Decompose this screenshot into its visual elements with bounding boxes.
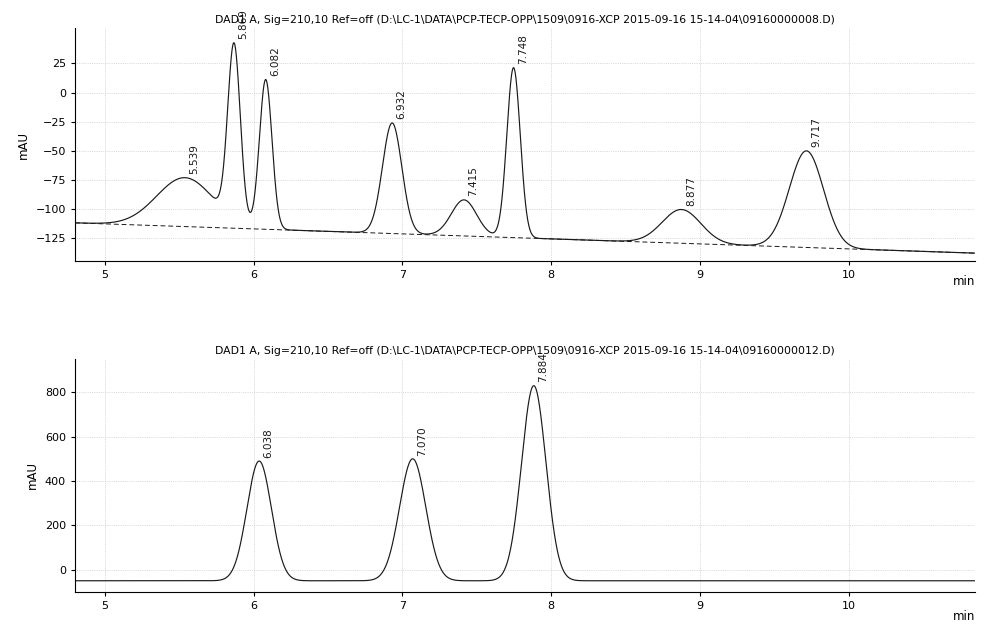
Text: 7.748: 7.748 (518, 34, 528, 64)
Text: 8.877: 8.877 (686, 176, 696, 206)
Y-axis label: mAU: mAU (17, 131, 30, 159)
Text: min: min (953, 610, 975, 624)
Text: 6.932: 6.932 (397, 90, 407, 120)
Y-axis label: mAU: mAU (26, 461, 39, 489)
Title: DAD1 A, Sig=210,10 Ref=off (D:\LC-1\DATA\PCP-TECP-OPP\1509\0916-XCP 2015-09-16 1: DAD1 A, Sig=210,10 Ref=off (D:\LC-1\DATA… (215, 15, 835, 25)
Text: 7.415: 7.415 (468, 166, 478, 196)
Text: 9.717: 9.717 (811, 118, 821, 147)
Title: DAD1 A, Sig=210,10 Ref=off (D:\LC-1\DATA\PCP-TECP-OPP\1509\0916-XCP 2015-09-16 1: DAD1 A, Sig=210,10 Ref=off (D:\LC-1\DATA… (215, 346, 835, 356)
Text: 6.082: 6.082 (270, 46, 280, 76)
Text: 5.539: 5.539 (189, 144, 199, 174)
Text: min: min (953, 275, 975, 288)
Text: 7.070: 7.070 (417, 426, 427, 456)
Text: 7.884: 7.884 (538, 353, 548, 382)
Text: 6.038: 6.038 (264, 428, 274, 458)
Text: 5.869: 5.869 (238, 9, 248, 39)
